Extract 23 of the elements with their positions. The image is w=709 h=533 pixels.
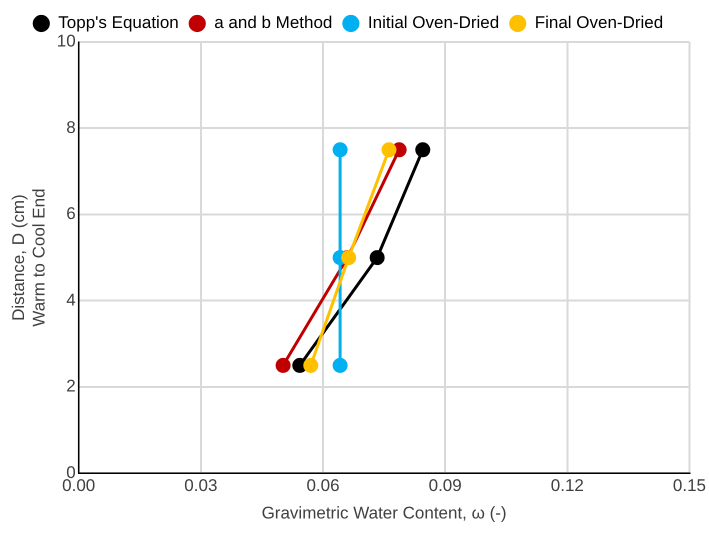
point [332,142,348,158]
x-axis-title: Gravimetric Water Content, ω (-) [262,503,507,522]
y-tick-label: 8 [66,118,76,137]
point [276,358,291,373]
x-tick-label: 0.09 [428,476,462,496]
point [381,142,396,158]
point [332,358,348,373]
y-axis-title: Distance, D (cm) Warm to Cool End [8,188,48,327]
x-tick-label: 0.12 [550,476,584,496]
legend-label: a and b Method [214,13,332,32]
x-tick-label: 0.06 [306,476,340,496]
y-tick-label: 6 [66,204,76,224]
x-tick-label: 0.15 [672,476,706,496]
point [415,142,430,158]
y-tick-label: 2 [66,376,76,396]
legend-label: Topp's Equation [58,13,179,32]
point [370,250,385,266]
point [303,358,318,373]
x-tick-label: 0.03 [184,476,218,496]
y-tick-label: 4 [66,290,76,310]
legend-label: Final Oven-Dried [534,13,664,32]
y-tick-label: 10 [56,32,76,51]
legend-label: Initial Oven-Dried [368,13,500,32]
